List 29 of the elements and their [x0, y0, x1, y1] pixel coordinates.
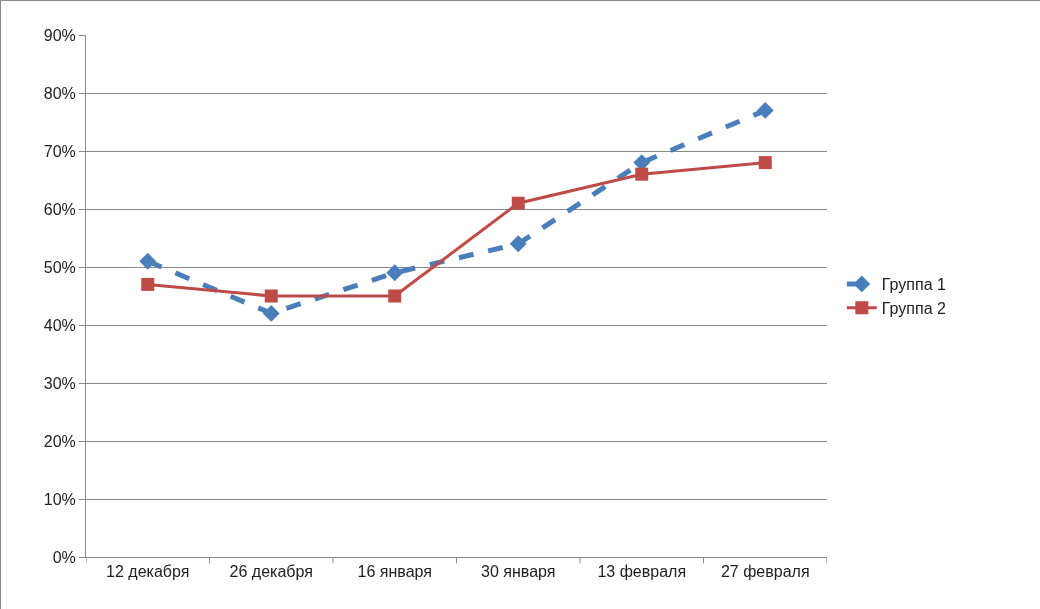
point	[264, 289, 278, 303]
x-tick-label: 12 декабря	[106, 563, 190, 581]
y-tick-label: 90%	[43, 26, 76, 44]
y-tick-label: 0%	[52, 548, 76, 566]
y-tick-label: 80%	[43, 84, 76, 102]
y-tick-label: 50%	[43, 258, 76, 276]
point	[758, 156, 772, 170]
x-tick-label: 26 декабря	[229, 563, 313, 581]
point	[262, 304, 280, 322]
point	[141, 277, 155, 291]
point	[511, 196, 525, 210]
y-tick-label: 40%	[43, 316, 76, 334]
y-tick-label: 10%	[43, 490, 76, 508]
y-tick-label: 20%	[43, 432, 76, 450]
x-tick-label: 30 января	[481, 563, 556, 581]
point	[756, 101, 774, 119]
point	[139, 252, 157, 270]
y-tick-label: 70%	[43, 142, 76, 160]
point	[388, 289, 402, 303]
y-tick-label: 30%	[43, 374, 76, 392]
x-tick-label: 27 февраля	[720, 563, 810, 581]
legend-label: Группа 2	[881, 299, 946, 317]
x-tick-label: 13 февраля	[597, 563, 687, 581]
legend-label: Группа 1	[881, 276, 946, 294]
x-tick-label: 16 января	[357, 563, 432, 581]
y-tick-label: 60%	[43, 200, 76, 218]
point	[386, 264, 404, 282]
point	[635, 167, 649, 181]
point	[509, 235, 527, 253]
